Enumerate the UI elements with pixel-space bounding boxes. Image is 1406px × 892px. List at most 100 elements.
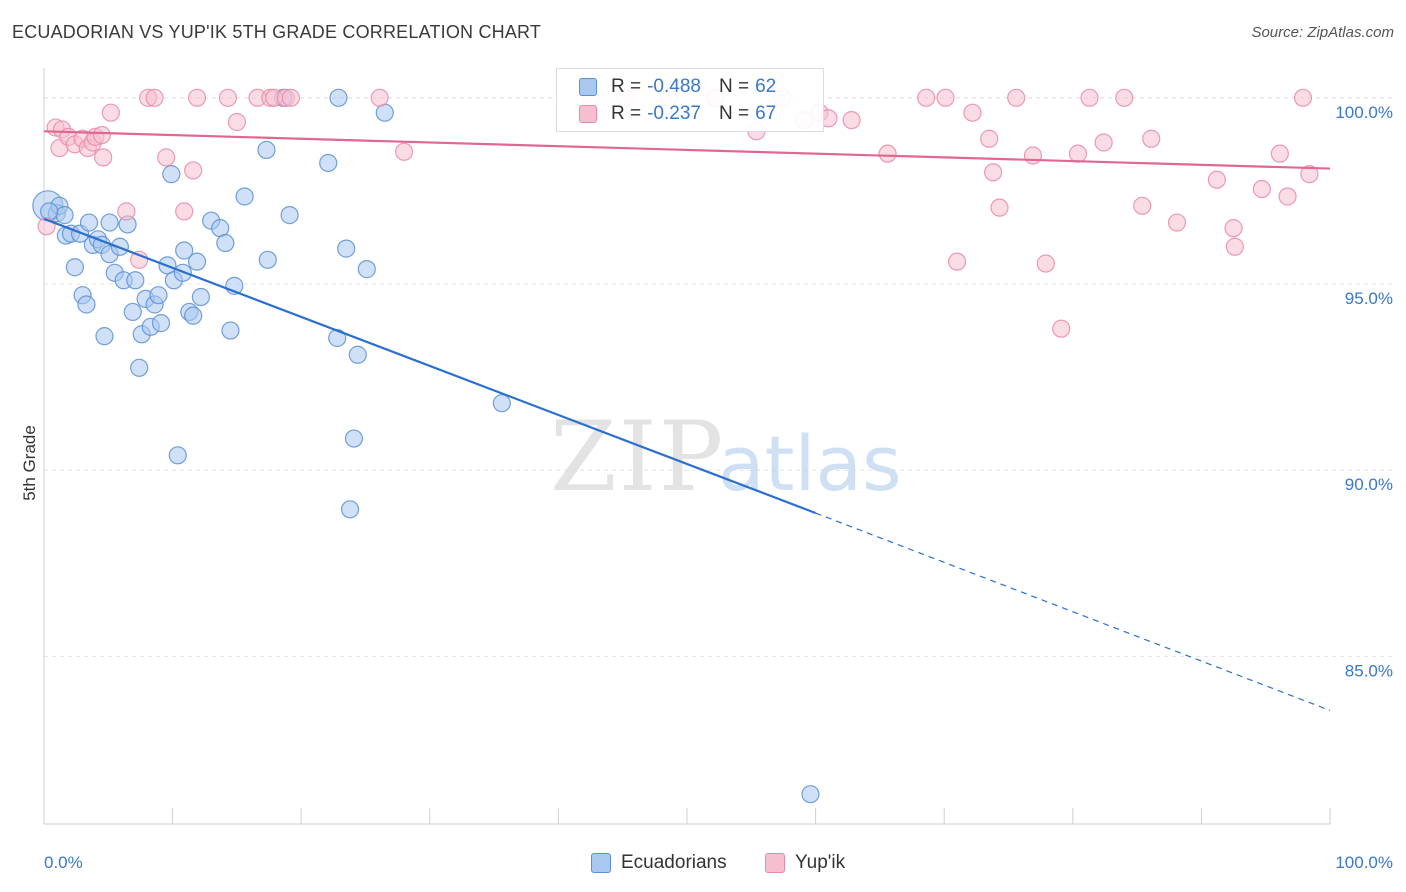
- yupik-point: [1278, 187, 1297, 206]
- ecuadorian-point: [149, 286, 168, 305]
- ecuadorian-point: [492, 394, 511, 413]
- ecuadorian-point: [221, 321, 240, 340]
- yupik-point: [157, 148, 176, 167]
- yupik-point: [130, 250, 149, 269]
- yupik-point: [218, 88, 237, 107]
- ecuadorian-point: [79, 213, 99, 232]
- correlation-legend: R = -0.488 N = 62 R = -0.237 N = 67: [556, 68, 824, 132]
- yupik-point: [1207, 170, 1226, 189]
- yupik-point: [947, 252, 967, 271]
- yupik-point: [936, 88, 955, 107]
- yupik-point: [1036, 254, 1055, 273]
- ecuadorian-point: [123, 302, 142, 322]
- yupik-point: [145, 88, 164, 107]
- yupik-point: [117, 202, 136, 221]
- yupik-point: [1293, 88, 1313, 107]
- yupik-point: [94, 148, 113, 167]
- gridlines: [44, 97, 1392, 657]
- watermark-atlas: atlas: [718, 419, 902, 508]
- legend-swatch-pink: [765, 853, 785, 873]
- yupik-point: [175, 202, 194, 221]
- ecuadorian-point: [187, 252, 207, 271]
- ecuadorian-point: [151, 314, 171, 333]
- legend-swatch-blue: [591, 853, 611, 873]
- y-tick-label: 100.0%: [1335, 103, 1393, 122]
- r-label: R =: [611, 76, 642, 97]
- legend-item-yupik[interactable]: Yup'ik: [765, 852, 845, 874]
- legend-item-ecuadorians[interactable]: Ecuadorians: [591, 852, 727, 874]
- yupik-point: [963, 103, 982, 122]
- watermark-zip: ZIP: [550, 401, 725, 513]
- source-label: Source: ZipAtlas.com: [1251, 24, 1394, 41]
- ecuadorian-point: [280, 206, 299, 225]
- ecuadorian-trend-extension: [815, 512, 1331, 711]
- watermark: ZIP atlas: [550, 401, 902, 513]
- yupik-point: [1133, 196, 1152, 215]
- series-legend: Ecuadorians Yup'ik: [0, 852, 1406, 878]
- yupik-point: [917, 88, 936, 107]
- legend-swatch-blue: [579, 78, 597, 96]
- yupik-point: [92, 125, 111, 145]
- yupik-point: [980, 129, 999, 148]
- yupik-point: [1052, 319, 1071, 338]
- ecuadorian-point: [348, 345, 367, 364]
- n-label: N =: [718, 76, 750, 97]
- yupik-point: [878, 144, 897, 163]
- r-value: -0.488: [647, 76, 701, 97]
- yupik-point: [281, 88, 301, 107]
- ecuadorian-point: [65, 258, 84, 277]
- yupik-point: [1115, 88, 1134, 107]
- ecuadorian-point: [257, 140, 276, 160]
- y-tick-label: 85.0%: [1345, 661, 1393, 680]
- ecuadorian-point: [191, 287, 210, 307]
- ecuadorian-point: [100, 213, 119, 232]
- ecuadorian-point: [337, 239, 356, 258]
- r-value: -0.237: [647, 103, 701, 124]
- legend-label-ecuadorians: Ecuadorians: [621, 852, 727, 873]
- ecuadorian-point: [40, 202, 59, 221]
- yupik-point: [1252, 179, 1271, 199]
- yupik-point: [1094, 133, 1113, 152]
- yupik-point: [101, 103, 120, 122]
- yupik-point: [842, 111, 861, 130]
- yupik-point: [1142, 129, 1161, 148]
- yupik-point: [1023, 146, 1043, 165]
- yupik-point: [1167, 213, 1187, 232]
- yupik-point: [370, 88, 389, 107]
- ecuadorian-point: [319, 153, 338, 173]
- trend-lines: [43, 130, 1331, 711]
- ecuadorian-point: [126, 271, 145, 290]
- ecuadorian-point: [344, 429, 364, 448]
- ecuadorian-trend-line: [43, 217, 816, 515]
- n-value: 67: [755, 103, 777, 124]
- legend-swatch-pink: [579, 105, 597, 123]
- yupik-point: [990, 198, 1009, 217]
- r-label: R =: [611, 103, 642, 124]
- tick-labels: 100.0% 95.0% 90.0% 85.0% 0.0% 100.0%: [44, 103, 1393, 872]
- ecuadorian-point: [77, 295, 96, 314]
- ecuadorian-point: [235, 187, 254, 206]
- ecuadorian-point: [168, 446, 187, 465]
- ecuadorian-point: [216, 233, 235, 253]
- y-tick-label: 95.0%: [1345, 289, 1393, 308]
- ecuadorian-point: [95, 327, 114, 346]
- legend-label-yupik: Yup'ik: [795, 852, 846, 873]
- x-tick-label: 100.0%: [1335, 853, 1393, 872]
- yupik-point: [1300, 165, 1319, 184]
- ecuadorian-point: [184, 306, 203, 325]
- x-tick-label: 0.0%: [44, 853, 83, 872]
- yupik-point: [983, 163, 1003, 182]
- legend-row-yupik: R = -0.237 N = 67: [579, 101, 776, 127]
- ecuadorian-point: [55, 206, 74, 225]
- yupik-trend-line: [43, 130, 1331, 170]
- ecuadorian-point: [130, 358, 149, 377]
- yupik-point: [184, 161, 203, 180]
- n-label: N =: [718, 103, 750, 124]
- yupik-point: [1068, 144, 1088, 163]
- yupik-point: [1080, 88, 1099, 107]
- ecuadorian-point: [175, 241, 194, 260]
- yupik-point: [1224, 219, 1243, 238]
- ecuadorian-point: [162, 165, 181, 184]
- yupik-point: [1270, 144, 1289, 163]
- yupik-point: [187, 88, 207, 107]
